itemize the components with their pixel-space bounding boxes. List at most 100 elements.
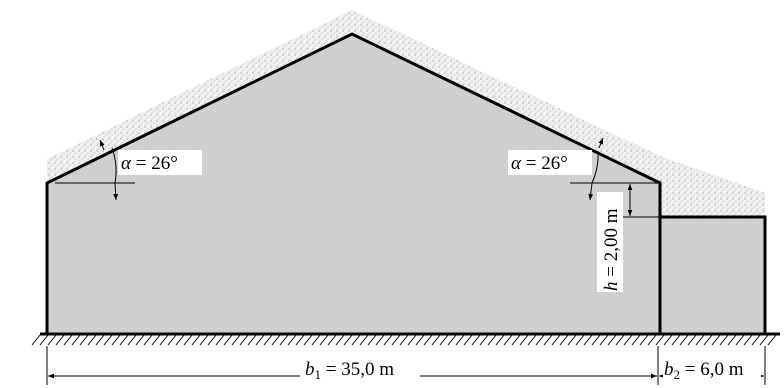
ground-hatch-line bbox=[687, 334, 697, 346]
ground-hatch-line bbox=[31, 334, 41, 346]
b2-label: b2 = 6,0 m bbox=[664, 359, 744, 382]
ground-hatch-line bbox=[215, 334, 225, 346]
ground-hatch-line bbox=[519, 334, 529, 346]
main-building-outline bbox=[45, 32, 662, 334]
ground-hatch-line bbox=[351, 334, 361, 346]
ground-hatch-line bbox=[503, 334, 513, 346]
main-building-wall bbox=[47, 34, 660, 334]
ground-hatch-line bbox=[367, 334, 377, 346]
ground-hatch-line bbox=[135, 334, 145, 346]
lower-annex-outline bbox=[660, 215, 767, 334]
ground-hatch-line bbox=[55, 334, 65, 346]
b1-label: b1 = 35,0 m bbox=[305, 359, 394, 382]
ground-hatch-line bbox=[279, 334, 289, 346]
lower-annex-wall bbox=[660, 217, 765, 334]
ground-hatch-line bbox=[167, 334, 177, 346]
height-dimension bbox=[620, 182, 660, 218]
alpha-right-label-bg bbox=[508, 150, 592, 175]
ground-hatch-line bbox=[423, 334, 433, 346]
b1-label-bg bbox=[302, 354, 418, 382]
ground-hatch-line bbox=[695, 334, 705, 346]
ground-hatch-line bbox=[447, 334, 457, 346]
ground-hatch-line bbox=[255, 334, 265, 346]
ground-hatch-line bbox=[559, 334, 569, 346]
ground-hatch-line bbox=[479, 334, 489, 346]
ground-hatch-line bbox=[231, 334, 241, 346]
ground-hatch-line bbox=[47, 334, 57, 346]
ground-hatch-line bbox=[415, 334, 425, 346]
ground-hatch-line bbox=[439, 334, 449, 346]
ground-hatch-line bbox=[295, 334, 305, 346]
ground-hatch-line bbox=[719, 334, 729, 346]
ground-hatch-line bbox=[319, 334, 329, 346]
ground-hatch-line bbox=[623, 334, 633, 346]
ground-hatch-line bbox=[647, 334, 657, 346]
ground-hatch-line bbox=[567, 334, 577, 346]
ground-hatch-line bbox=[455, 334, 465, 346]
ground-hatch-line bbox=[143, 334, 153, 346]
ground-hatch-line bbox=[223, 334, 233, 346]
ground-hatch-line bbox=[383, 334, 393, 346]
ground-hatch-line bbox=[175, 334, 185, 346]
ground-hatch-line bbox=[543, 334, 553, 346]
ground-hatch-line bbox=[431, 334, 441, 346]
ground-hatch-line bbox=[703, 334, 713, 346]
ground-hatch-line bbox=[591, 334, 601, 346]
ground-hatch-line bbox=[671, 334, 681, 346]
ground-hatch-line bbox=[359, 334, 369, 346]
ground-hatch-line bbox=[759, 334, 769, 346]
ground-hatch-line bbox=[655, 334, 665, 346]
ground-hatch-line bbox=[599, 334, 609, 346]
b1-dimension bbox=[46, 346, 659, 385]
ground-hatch-line bbox=[399, 334, 409, 346]
ground-hatch-line bbox=[103, 334, 113, 346]
ground-hatch-line bbox=[191, 334, 201, 346]
ground-hatch-line bbox=[727, 334, 737, 346]
ground-hatch-line bbox=[735, 334, 745, 346]
ground-hatch-line bbox=[263, 334, 273, 346]
ground-hatch-line bbox=[71, 334, 81, 346]
ground-hatch-line bbox=[327, 334, 337, 346]
ground-hatch-line bbox=[463, 334, 473, 346]
ground-hatch-line bbox=[495, 334, 505, 346]
ground-hatch-line bbox=[343, 334, 353, 346]
ground-hatch-line bbox=[391, 334, 401, 346]
ground-hatch-line bbox=[615, 334, 625, 346]
ground-hatch-line bbox=[87, 334, 97, 346]
ground-hatch-line bbox=[663, 334, 673, 346]
angle-indicator-left bbox=[55, 139, 135, 201]
ground-hatch-line bbox=[335, 334, 345, 346]
ground-hatch-line bbox=[751, 334, 761, 346]
ground-hatch-line bbox=[535, 334, 545, 346]
ground-hatch-line bbox=[743, 334, 753, 346]
ground-hatch-line bbox=[631, 334, 641, 346]
ground-hatch-line bbox=[639, 334, 649, 346]
ground-hatch-line bbox=[287, 334, 297, 346]
alpha-right-label: α = 26° bbox=[511, 153, 568, 174]
ground-hatch-line bbox=[247, 334, 257, 346]
snow-layer-lower-roof bbox=[660, 156, 765, 217]
ground-hatch-line bbox=[375, 334, 385, 346]
ground-hatch-line bbox=[311, 334, 321, 346]
alpha-left-label-bg bbox=[118, 150, 202, 175]
ground-hatch-line bbox=[583, 334, 593, 346]
ground-hatch-line bbox=[407, 334, 417, 346]
ground-hatch-line bbox=[767, 334, 777, 346]
ground-hatch-line bbox=[119, 334, 129, 346]
ground-hatch-line bbox=[63, 334, 73, 346]
ground-hatch-line bbox=[95, 334, 105, 346]
ground-hatch-line bbox=[551, 334, 561, 346]
h-label: h = 2,00 m bbox=[601, 208, 622, 291]
ground-hatch-line bbox=[127, 334, 137, 346]
ground-hatch-line bbox=[159, 334, 169, 346]
ground-hatch-line bbox=[111, 334, 121, 346]
ground-hatch-line bbox=[679, 334, 689, 346]
ground-hatch-line bbox=[607, 334, 617, 346]
ground-hatch-line bbox=[207, 334, 217, 346]
ground-hatch-line bbox=[239, 334, 249, 346]
ground-hatch-line bbox=[575, 334, 585, 346]
h-label-bg bbox=[597, 192, 623, 292]
ground-hatch-line bbox=[511, 334, 521, 346]
ground-hatch-line bbox=[711, 334, 721, 346]
